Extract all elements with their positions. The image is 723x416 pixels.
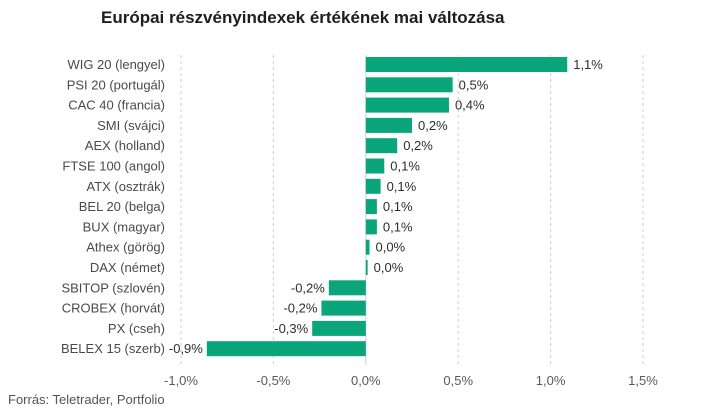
bar <box>206 341 366 357</box>
bar <box>365 260 368 275</box>
category-label: BEL 20 (belga) <box>79 199 165 214</box>
category-label: SMI (svájci) <box>97 118 165 133</box>
data-label: 0,4% <box>455 98 485 113</box>
category-label: ATX (osztrák) <box>87 179 166 194</box>
data-label: -0,3% <box>274 321 308 336</box>
category-label: Athex (görög) <box>86 240 165 255</box>
chart-title: Európai részvényindexek értékének mai vá… <box>101 8 505 27</box>
x-axis-ticks: -1,0% -0,5% 0,0% 0,5% 1,0% 1,5% <box>164 373 658 388</box>
bar <box>328 280 366 296</box>
x-tick-label: 1,5% <box>628 373 658 388</box>
bar <box>365 97 449 113</box>
category-label: CROBEX (horvát) <box>62 301 165 316</box>
bar <box>365 219 377 235</box>
x-tick-label: 1,0% <box>536 373 566 388</box>
data-label: -0,9% <box>169 341 203 356</box>
data-labels: 1,1% 0,5% 0,4% 0,2% 0,2% 0,1% 0,1% 0,1% 0,1% 0,0%… <box>169 57 603 356</box>
category-label: PX (cseh) <box>108 321 165 336</box>
bar <box>365 199 377 215</box>
data-label: 0,1% <box>390 159 420 174</box>
data-label: 0,1% <box>387 179 417 194</box>
category-label: AEX (holland) <box>85 138 165 153</box>
category-label: BELEX 15 (szerb) <box>61 341 165 356</box>
category-label: FTSE 100 (angol) <box>62 159 165 174</box>
data-label: 0,0% <box>375 240 405 255</box>
x-tick-label: -0,5% <box>256 373 290 388</box>
bar <box>365 178 381 194</box>
data-label: -0,2% <box>283 301 317 316</box>
category-label: PSI 20 (portugál) <box>67 77 165 92</box>
data-label: 0,1% <box>383 219 413 234</box>
category-labels: WIG 20 (lengyel) PSI 20 (portugál) CAC 40 … <box>61 57 165 356</box>
category-label: SBITOP (szlovén) <box>61 280 165 295</box>
data-label: 0,2% <box>418 118 448 133</box>
bar <box>365 138 398 154</box>
bar <box>365 117 412 133</box>
bar <box>365 77 453 93</box>
bar <box>321 300 366 316</box>
x-tick-label: 0,5% <box>443 373 473 388</box>
bar <box>312 320 366 336</box>
category-label: CAC 40 (francia) <box>68 98 165 113</box>
category-label: WIG 20 (lengyel) <box>67 57 165 72</box>
category-label: BUX (magyar) <box>83 219 165 234</box>
data-label: 0,0% <box>374 260 404 275</box>
data-label: 0,2% <box>403 138 433 153</box>
x-tick-label: -1,0% <box>164 373 198 388</box>
x-tick-label: 0,0% <box>351 373 381 388</box>
bar <box>365 239 370 255</box>
data-label: 1,1% <box>573 57 603 72</box>
bar <box>365 158 385 174</box>
bars <box>206 57 568 357</box>
source-note: Forrás: Teletrader, Portfolio <box>8 392 165 407</box>
category-label: DAX (német) <box>90 260 165 275</box>
bar <box>365 57 568 72</box>
data-label: 0,5% <box>459 77 489 92</box>
data-label: -0,2% <box>291 280 325 295</box>
data-label: 0,1% <box>383 199 413 214</box>
